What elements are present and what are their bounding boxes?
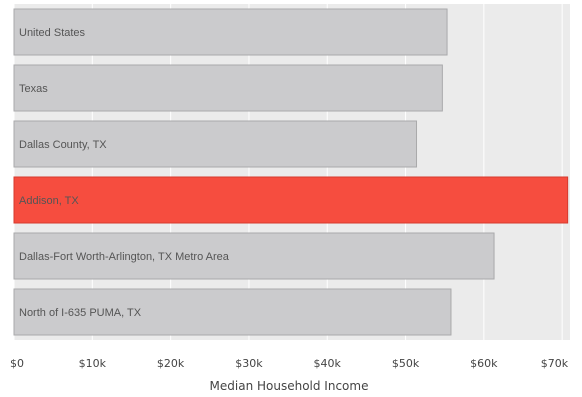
bar	[13, 288, 452, 336]
x-tick-label: $40k	[314, 357, 342, 370]
x-tick-label: $20k	[157, 357, 185, 370]
bar-category-label: Dallas-Fort Worth-Arlington, TX Metro Ar…	[19, 251, 230, 263]
gridlines	[13, 4, 563, 340]
x-tick-label: $30k	[235, 357, 263, 370]
bar	[13, 120, 418, 168]
bar-category-label: Dallas County, TX	[19, 139, 107, 151]
x-tick-label: $0	[10, 357, 24, 370]
bar-category-label: Texas	[19, 83, 48, 95]
bar	[13, 232, 495, 280]
x-tick-label: $50k	[392, 357, 420, 370]
bar-category-label: United States	[19, 27, 86, 39]
bar	[13, 8, 448, 56]
bar-category-label: Addison, TX	[19, 195, 79, 207]
bar-highlighted	[13, 176, 569, 224]
x-tick-label: $60k	[470, 357, 498, 370]
bar-labels: United States Texas Dallas County, TX Addis…	[19, 27, 230, 319]
bars	[13, 8, 569, 336]
x-tick-label: $10k	[79, 357, 107, 370]
plot-background	[14, 4, 570, 340]
x-axis-ticks: $0 $10k $20k $30k $40k $50k $60k $70k	[10, 357, 569, 370]
x-axis-title: Median Household Income	[210, 379, 369, 393]
bar-category-label: North of I-635 PUMA, TX	[19, 307, 142, 319]
x-tick-label: $70k	[541, 357, 569, 370]
bar	[13, 64, 443, 112]
